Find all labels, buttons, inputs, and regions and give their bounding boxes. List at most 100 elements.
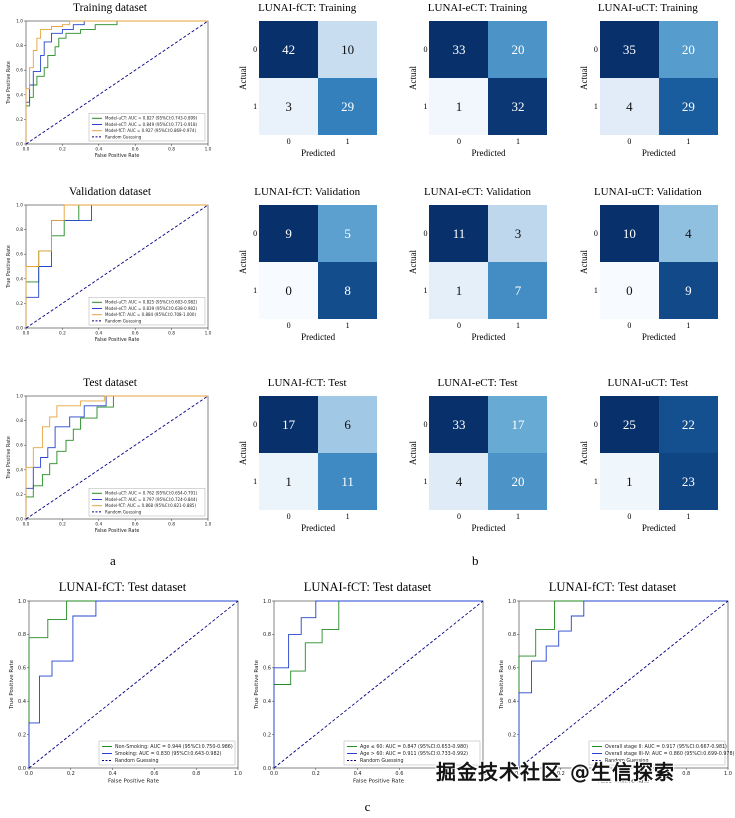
legend-label: Age > 60: AUC = 0.911 (95%CI:0.733-0.992…	[360, 751, 468, 757]
cm-cell: 9	[259, 205, 319, 262]
y-tick-label: 0	[423, 420, 428, 429]
roc-curve	[28, 600, 238, 768]
confusion-matrix-fct-training: LUNAI-fCT: Training Actual 0 42 10 1 3 29 0 1 Pre…	[222, 2, 392, 186]
cm-cell: 11	[318, 453, 378, 510]
x-tick-label: 1.0	[724, 771, 732, 777]
cm-cell: 25	[599, 396, 659, 453]
x-tick-label: 0.8	[682, 771, 690, 777]
y-tick-label: 0.2	[16, 492, 23, 498]
legend-box	[98, 740, 236, 766]
cm-grid: Actual 0 9 5 1 0 8 0 1 Predicted	[237, 205, 378, 342]
x-tick-label: 1	[686, 511, 691, 521]
x-tick-label: 1.0	[479, 771, 487, 777]
confusion-matrix-uct-test: LUNAI-uCT: Test Actual 0 25 22 1 1 23 0 1 Predict…	[563, 377, 733, 568]
cm-cell: 17	[488, 396, 548, 453]
legend-label: Model-fCT: AUC = 0.868 (95%CI:0.821-0.88…	[105, 503, 196, 508]
x-tick-label: 0.0	[23, 521, 30, 527]
x-tick-label: 0.2	[59, 330, 66, 336]
roc-canvas-validation: 0.0 0.0 0.2 0.2 0.4 0.4 0.6 0.6 0.8 0.8 1.0 1.0 Fals…	[2, 200, 218, 348]
x-tick-label: 0.6	[132, 330, 139, 336]
y-axis-label: Actual	[238, 441, 249, 465]
legend-label: Model-uCT: AUC = 0.827 (95%CI:0.743-0.89…	[105, 116, 198, 121]
cm-canvas: Actual 0 42 10 1 3 29 0 1 Predicted	[237, 21, 378, 158]
x-tick-label: 0.0	[23, 330, 30, 336]
y-axis-label: True Positive Rate	[499, 659, 505, 710]
confusion-matrix-fct-test: LUNAI-fCT: Test Actual 0 17 6 1 1 11 0 1 Predicte…	[222, 377, 392, 568]
y-tick-label: 0	[593, 45, 598, 54]
x-axis-label: False Positive Rate	[353, 779, 405, 785]
cm-cell: 6	[318, 396, 378, 453]
cm-grid: Actual 0 11 3 1 1 7 0 1 Predicted	[407, 205, 548, 342]
roc-svg: 0.00.0 0.2 0.2 0.4 0.4 0.6 0.6 0.8 0.8 1.0 1.0 Fals…	[6, 394, 212, 535]
subfigure-label-a: a	[110, 553, 116, 568]
cm-cell: 35	[599, 21, 659, 78]
legend-label: Model-fCT: AUC = 0.927 (95%CI:0.869-0.97…	[105, 128, 196, 133]
x-axis-label: Predicted	[641, 332, 676, 342]
y-tick-label: 0.0	[16, 517, 23, 523]
y-tick-label: 1	[593, 286, 598, 295]
chart-title: LUNAI-eCT: Test	[437, 377, 518, 389]
y-tick-label: 1	[253, 477, 258, 486]
y-tick-label: 0.4	[263, 699, 271, 705]
x-axis-label: False Positive Rate	[95, 337, 140, 343]
roc-plot-test: Test dataset 0.0 0.0 0.2 0.2 0.4 0.4 0.6 0.6 0.8…	[2, 377, 218, 539]
x-tick-label: 0.0	[25, 771, 33, 777]
x-tick-label: 0.6	[132, 521, 139, 527]
cm-cell: 11	[429, 205, 489, 262]
cm-cell: 32	[488, 78, 548, 135]
cm-canvas: Actual 0 17 6 1 1 11 0 1 Predicted	[237, 396, 378, 533]
y-tick-label: 0.6	[18, 666, 26, 672]
y-tick-label: 0.8	[16, 227, 23, 233]
chart-title: LUNAI-fCT: Test dataset	[548, 580, 677, 594]
roc-curve	[25, 20, 208, 144]
legend-label: Overall stage III-IV: AUC = 0.860 (95%CI…	[605, 751, 734, 757]
y-axis-label: Actual	[408, 66, 419, 90]
x-tick-label: 0	[627, 136, 632, 146]
x-tick-label: 0.4	[354, 771, 362, 777]
subfigure-label-b: b	[472, 553, 479, 568]
cm-cell: 22	[658, 396, 718, 453]
y-tick-label: 0	[423, 45, 428, 54]
roc-canvas-test: 0.0 0.0 0.2 0.2 0.4 0.4 0.6 0.6 0.8 0.8 1.0 1.0 Fals…	[2, 391, 218, 539]
cm-grid: Actual 0 42 10 1 3 29 0 1 Predicted	[237, 21, 378, 158]
roc-svg: 0.00.0 0.2 0.2 0.4 0.4 0.6 0.6 0.8 0.8 1.0 1.0 Fals…	[9, 599, 242, 785]
y-tick-label: 1	[593, 477, 598, 486]
y-axis-label: True Positive Rate	[254, 659, 260, 710]
x-tick-label: 0.8	[192, 771, 200, 777]
y-tick-label: 0.8	[508, 632, 516, 638]
y-tick-label: 0.0	[16, 142, 23, 148]
cm-canvas: Actual 0 11 3 1 1 7 0 1 Predicted	[407, 205, 548, 342]
watermark: 掘金技术社区 @生信探索	[436, 760, 675, 784]
y-axis-label: True Positive Rate	[9, 659, 15, 710]
y-tick-label: 0.4	[16, 467, 23, 473]
x-axis-label: Predicted	[641, 148, 676, 158]
legend-label: Model-eCT: AUC = 0.797 (95%CI:0.724-0.84…	[105, 497, 198, 502]
legend-label: Model-uCT: AUC = 0.762 (95%CI:0.654-0.79…	[105, 491, 198, 496]
cm-cell: 5	[318, 205, 378, 262]
x-tick-label: 1	[515, 136, 520, 146]
y-tick-label: 0.8	[16, 43, 23, 49]
y-tick-label: 1	[593, 102, 598, 111]
y-axis-label: True Positive Rate	[6, 436, 12, 480]
roc-curve	[25, 20, 209, 145]
legend-label: Non-Smoking: AUC = 0.944 (95%CI:0.750-0.…	[115, 744, 233, 750]
roc-curve	[25, 395, 208, 519]
chart-title: LUNAI-eCT: Validation	[423, 186, 532, 198]
x-tick-label: 0.8	[168, 330, 175, 336]
roc-curve	[25, 395, 208, 519]
x-tick-label: 0.4	[109, 771, 117, 777]
cm-cell: 8	[318, 262, 378, 319]
legend-label: Model-fCT: AUC = 0.884 (95%CI:0.708-1.00…	[105, 312, 196, 317]
x-tick-label: 0	[286, 136, 291, 146]
y-tick-label: 0.6	[508, 666, 516, 672]
roc-curve	[518, 600, 728, 768]
x-axis-label: False Positive Rate	[95, 528, 140, 534]
y-tick-label: 0.0	[508, 766, 516, 772]
y-axis-label: Actual	[238, 250, 249, 274]
roc-curve	[25, 395, 209, 520]
y-tick-label: 0.6	[16, 68, 23, 74]
x-tick-label: 0.4	[95, 521, 102, 527]
roc-svg: 0.00.0 0.2 0.2 0.4 0.4 0.6 0.6 0.8 0.8 1.0 1.0 Fals…	[254, 599, 487, 785]
x-axis-label: Predicted	[301, 332, 336, 342]
